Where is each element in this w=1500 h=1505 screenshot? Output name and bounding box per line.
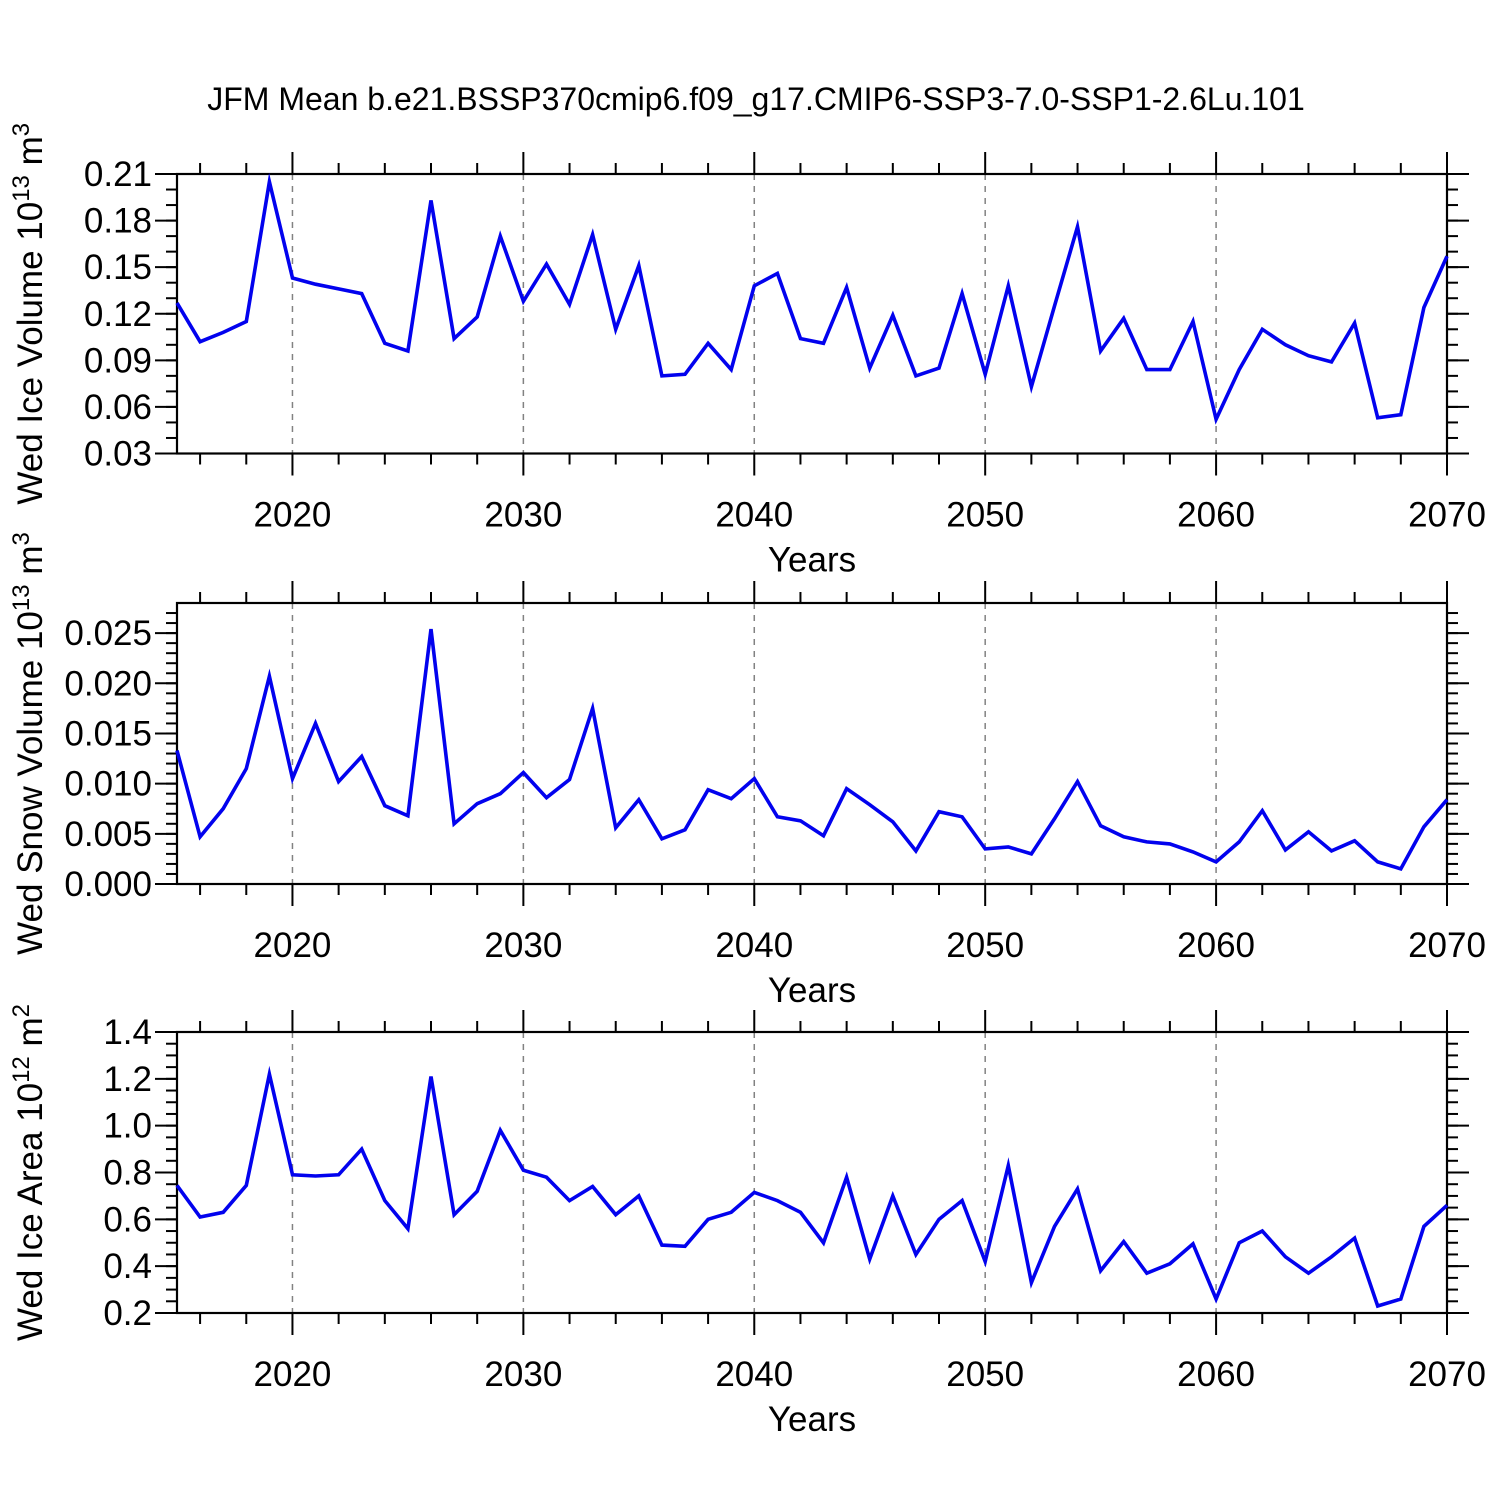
x-tick-label: 2070 (1408, 926, 1486, 965)
y-tick-label: 0.6 (103, 1200, 152, 1239)
x-axis-title: Years (768, 541, 856, 580)
y-tick-label: 0.03 (84, 435, 152, 474)
x-tick-label: 2060 (1177, 926, 1255, 965)
y-tick-label: 0.18 (84, 202, 152, 241)
x-axis-title: Years (768, 1400, 856, 1439)
x-tick-label: 2060 (1177, 496, 1255, 535)
plot-frame (175, 601, 1449, 886)
y-axis-title: Wed Ice Volume 1013 m3 (8, 123, 50, 505)
y-tick-label: 0.09 (84, 341, 152, 380)
y-tick-label: 0.005 (64, 815, 152, 854)
y-axis-title: Wed Ice Area 1012 m2 (8, 1004, 50, 1341)
y-tick-label: 0.4 (103, 1247, 152, 1286)
y-tick-label: 0.015 (64, 714, 152, 753)
x-tick-label: 2020 (254, 1355, 332, 1394)
x-tick-label: 2050 (946, 496, 1024, 535)
y-tick-label: 1.2 (103, 1060, 152, 1099)
x-tick-label: 2040 (715, 1355, 793, 1394)
y-tick-label: 0.010 (64, 765, 152, 804)
y-tick-label: 0.000 (64, 865, 152, 904)
x-tick-label: 2070 (1408, 1355, 1486, 1394)
data-series-line (175, 628, 1449, 872)
data-series-line (175, 1065, 1449, 1309)
x-axis-title: Years (768, 971, 856, 1010)
panel-snow-volume: 0.000 0.005 0.010 0.015 0.020 0.025 2020 2030 20… (8, 532, 1486, 1010)
x-tick-label: 2050 (946, 926, 1024, 965)
y-tick-label: 0.020 (64, 664, 152, 703)
y-tick-label: 0.21 (84, 155, 152, 194)
y-tick-label: 0.12 (84, 295, 152, 334)
x-tick-label: 2030 (484, 496, 562, 535)
y-tick-label: 0.2 (103, 1294, 152, 1333)
data-series-line (175, 172, 1449, 425)
plot-frame (175, 172, 1449, 455)
y-tick-label: 1.4 (103, 1013, 152, 1052)
plot-frame (175, 1030, 1449, 1315)
x-tick-label: 2040 (715, 496, 793, 535)
x-tick-label: 2040 (715, 926, 793, 965)
x-tick-label: 2030 (484, 926, 562, 965)
y-tick-label: 0.15 (84, 248, 152, 287)
x-tick-label: 2070 (1408, 496, 1486, 535)
figure-title: JFM Mean b.e21.BSSP370cmip6.f09_g17.CMIP… (207, 81, 1305, 117)
x-tick-label: 2050 (946, 1355, 1024, 1394)
y-tick-label: 0.025 (64, 614, 152, 653)
x-tick-label: 2060 (1177, 1355, 1255, 1394)
panel-ice-area: 0.2 0.4 0.6 0.8 1.0 1.2 1.4 2020 2030 2040 2050 206… (8, 1004, 1486, 1439)
panel-ice-volume: 0.03 0.06 0.09 0.12 0.15 0.18 0.21 2020 2030 2040… (8, 123, 1486, 580)
y-tick-label: 0.06 (84, 388, 152, 427)
y-tick-label: 0.8 (103, 1154, 152, 1193)
y-tick-label: 1.0 (103, 1107, 152, 1146)
y-axis-title: Wed Snow Volume 1013 m3 (8, 532, 50, 955)
x-tick-label: 2020 (254, 926, 332, 965)
x-tick-label: 2020 (254, 496, 332, 535)
x-tick-label: 2030 (484, 1355, 562, 1394)
